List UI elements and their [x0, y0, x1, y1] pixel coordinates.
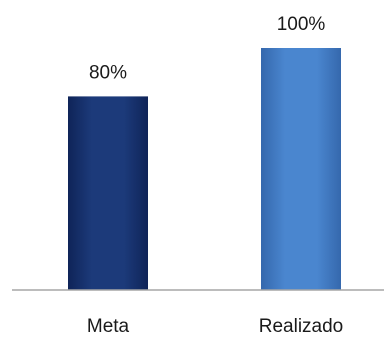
bar-meta [68, 96, 148, 291]
data-label-meta: 80% [89, 62, 127, 83]
category-label-meta: Meta [87, 316, 130, 337]
data-label-realizado: 100% [277, 14, 326, 35]
labels-group: 80% Meta 100% Realizado [87, 14, 343, 337]
category-label-realizado: Realizado [259, 316, 344, 337]
bars-group [68, 48, 341, 291]
bar-realizado [261, 48, 341, 290]
